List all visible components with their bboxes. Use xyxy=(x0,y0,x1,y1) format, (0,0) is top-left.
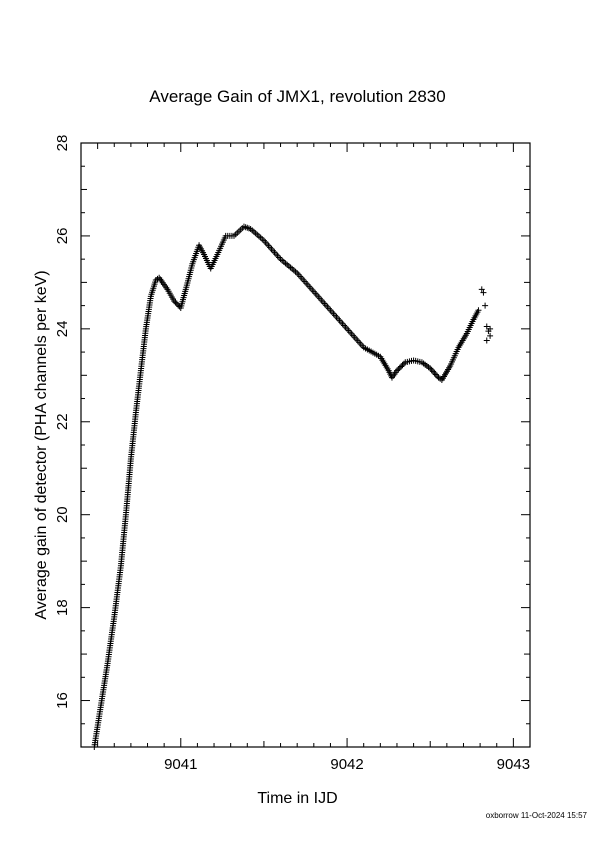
y-tick-label: 16 xyxy=(54,692,71,709)
data-point xyxy=(483,323,490,330)
data-point xyxy=(478,286,485,293)
tick-labels-group: 9041 9042 9043 16 18 20 22 24 26 28 xyxy=(54,135,530,773)
data-point xyxy=(395,366,402,373)
chart-title: Average Gain of JMX1, revolution 2830 xyxy=(149,87,446,106)
data-point xyxy=(429,368,436,375)
axis-ticks-group xyxy=(80,142,530,748)
x-axis-label: Time in IJD xyxy=(257,790,338,807)
y-tick-label: 18 xyxy=(54,599,71,616)
data-point xyxy=(487,325,494,332)
data-point xyxy=(483,337,490,344)
y-tick-label: 20 xyxy=(54,506,71,523)
data-point xyxy=(428,366,435,373)
plot-frame-group xyxy=(80,142,531,748)
y-tick-label: 28 xyxy=(54,135,71,152)
data-point xyxy=(398,363,405,370)
data-points-group xyxy=(91,223,494,750)
data-point xyxy=(434,373,441,380)
x-tick-label: 9042 xyxy=(330,756,363,773)
data-point xyxy=(172,299,179,306)
data-point xyxy=(487,332,494,339)
data-point xyxy=(173,300,180,307)
y-axis-label: Average gain of detector (PHA channels p… xyxy=(33,270,50,620)
data-point xyxy=(475,307,482,314)
data-point xyxy=(480,289,487,296)
data-point xyxy=(431,369,438,376)
plot-frame xyxy=(80,142,531,748)
x-tick-label: 9043 xyxy=(497,756,530,773)
data-point xyxy=(399,362,406,369)
data-point xyxy=(400,360,407,367)
y-tick-label: 26 xyxy=(54,228,71,245)
y-tick-label: 22 xyxy=(54,413,71,430)
y-tick-label: 24 xyxy=(54,321,71,338)
data-point xyxy=(171,297,178,304)
x-tick-label: 9041 xyxy=(164,756,197,773)
data-point xyxy=(432,371,439,378)
data-point xyxy=(393,367,400,374)
data-point xyxy=(175,302,182,309)
footer-credit: oxborrow 11-Oct-2024 15:57 xyxy=(485,811,587,820)
data-point xyxy=(482,302,489,309)
data-point xyxy=(396,364,403,371)
